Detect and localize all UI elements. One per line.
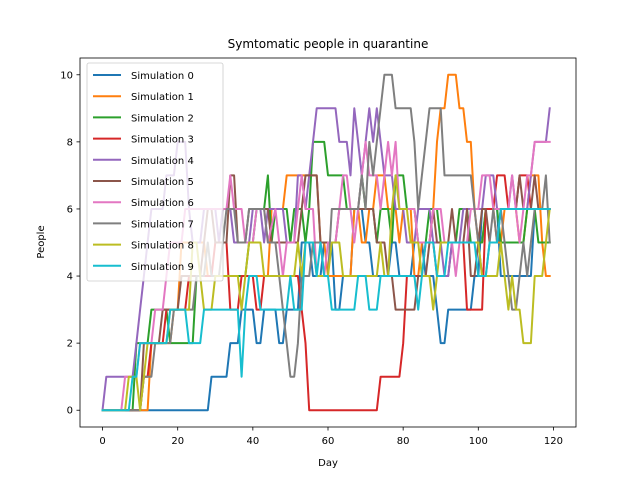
y-tick-label: 6 (67, 204, 73, 215)
chart-title: Symtomatic people in quarantine (228, 37, 429, 51)
y-tick-label: 4 (67, 272, 73, 283)
legend-label-5: Simulation 5 (131, 177, 194, 188)
y-axis: 0 2 4 6 8 10 (60, 70, 80, 417)
legend-label-9: Simulation 9 (131, 262, 194, 273)
series-line-9 (101, 208, 551, 412)
x-tick-label: 120 (544, 436, 563, 447)
legend-label-0: Simulation 0 (131, 71, 194, 82)
legend-label-8: Simulation 8 (131, 241, 194, 252)
legend-label-3: Simulation 3 (131, 135, 194, 146)
x-tick-label: 80 (397, 436, 410, 447)
legend: Simulation 0 Simulation 1 Simulation 2 Simu… (86, 62, 224, 282)
legend-label-4: Simulation 4 (131, 156, 194, 167)
y-axis-label: People (36, 225, 47, 258)
legend-label-7: Simulation 7 (131, 219, 194, 230)
legend-label-2: Simulation 2 (131, 113, 194, 124)
legend-label-6: Simulation 6 (131, 198, 194, 209)
y-tick-label: 0 (67, 406, 73, 417)
x-tick-label: 20 (171, 436, 184, 447)
x-tick-label: 40 (246, 436, 259, 447)
x-tick-label: 100 (469, 436, 488, 447)
x-tick-label: 60 (322, 436, 335, 447)
y-tick-label: 8 (67, 137, 73, 148)
x-axis: 0 20 40 60 80 100 120 (99, 427, 563, 447)
series-line-3 (101, 174, 551, 412)
x-tick-label: 0 (99, 436, 105, 447)
y-tick-label: 2 (67, 339, 73, 350)
legend-label-1: Simulation 1 (131, 92, 194, 103)
x-axis-label: Day (318, 458, 338, 469)
y-tick-label: 10 (60, 70, 73, 81)
